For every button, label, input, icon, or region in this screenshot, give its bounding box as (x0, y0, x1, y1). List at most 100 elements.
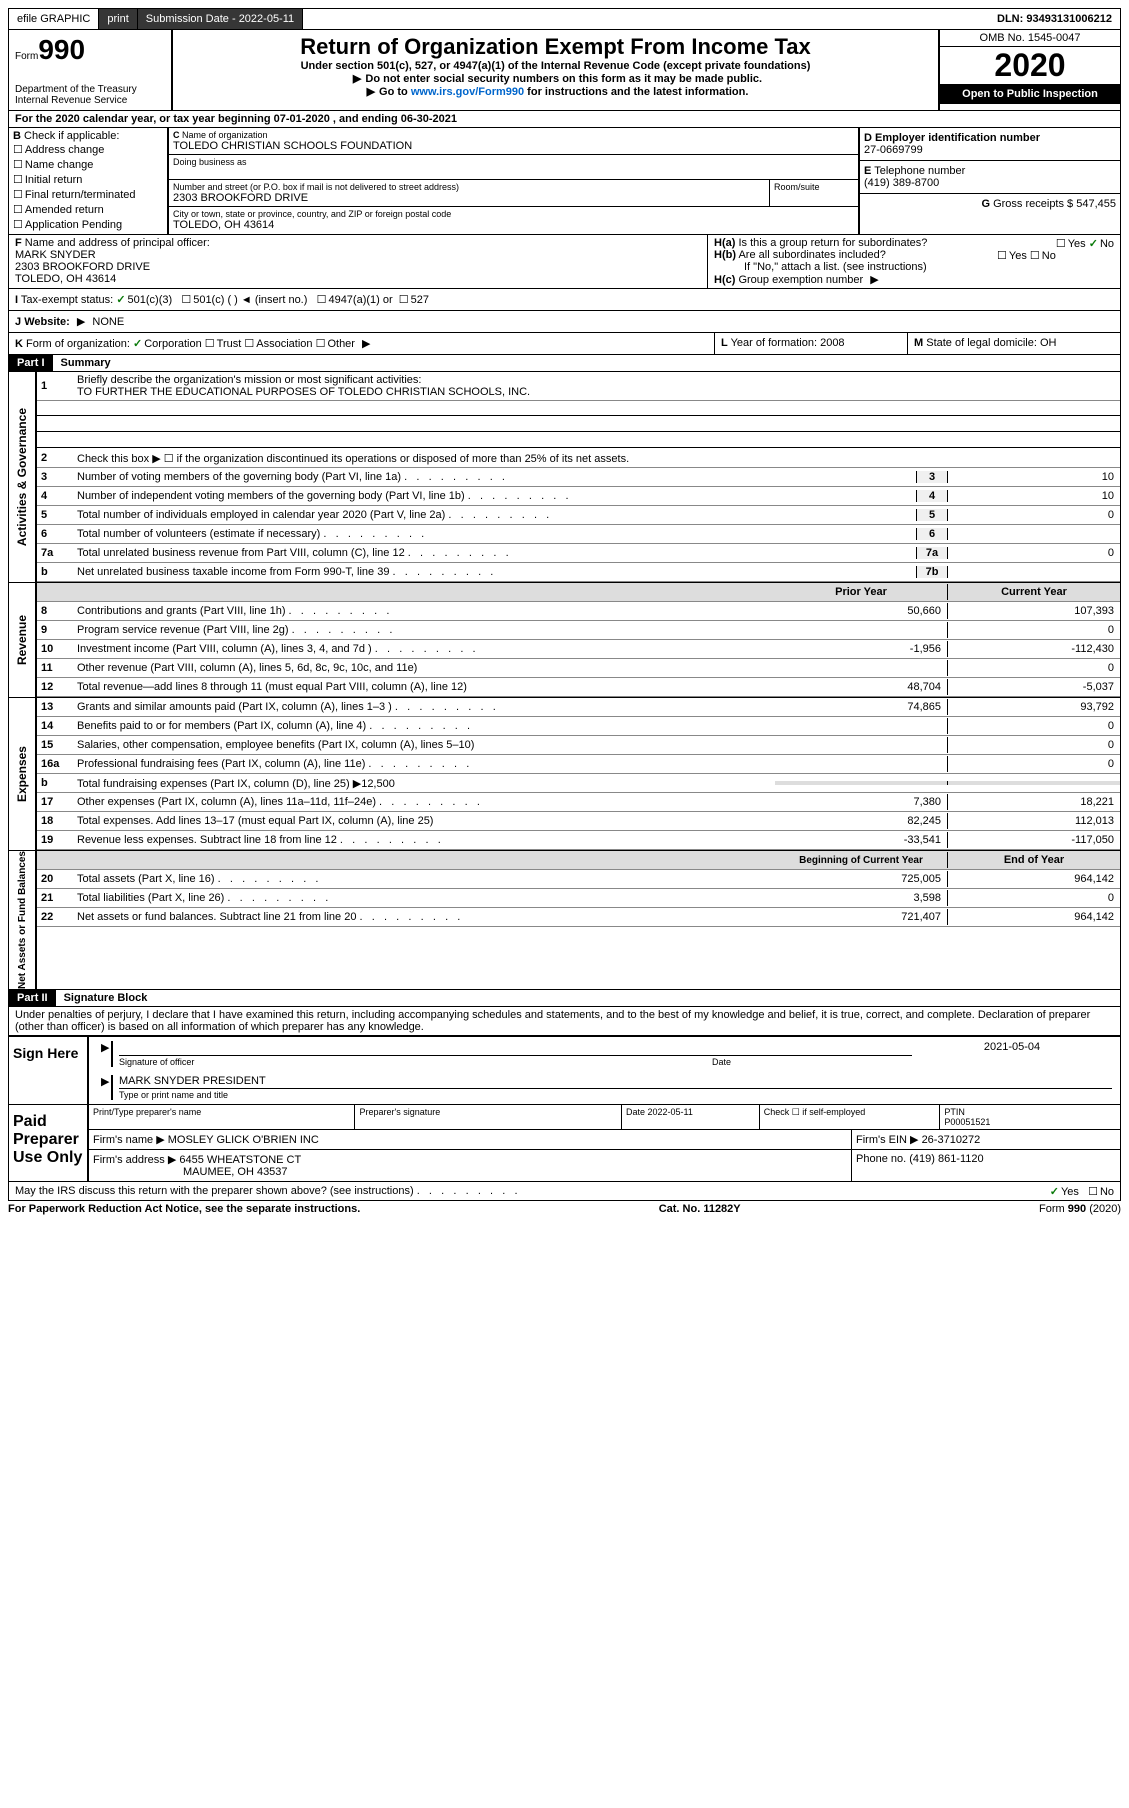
v8a: 50,660 (775, 603, 947, 619)
v20b: 964,142 (947, 871, 1120, 887)
org-address: 2303 BROOKFORD DRIVE (173, 192, 765, 204)
form-trust[interactable]: Trust (205, 338, 242, 350)
v19a: -33,541 (775, 832, 947, 848)
ha-yes[interactable]: Yes (1056, 238, 1086, 250)
form-assoc[interactable]: Association (244, 338, 312, 350)
v8b: 107,393 (947, 603, 1120, 619)
v22a: 721,407 (775, 909, 947, 925)
declaration: Under penalties of perjury, I declare th… (8, 1007, 1121, 1036)
cb-final-return[interactable]: Final return/terminated (13, 187, 163, 202)
hb-no[interactable]: No (1030, 250, 1056, 262)
form990-link[interactable]: www.irs.gov/Form990 (411, 86, 524, 98)
omb-number: OMB No. 1545-0047 (940, 30, 1120, 47)
section-b: B Check if applicable: Address change Na… (9, 128, 169, 234)
v17a: 7,380 (775, 794, 947, 810)
part1-activities: Activities & Governance 1Briefly describ… (8, 372, 1121, 583)
part1-revenue: Revenue Prior YearCurrent Year 8Contribu… (8, 583, 1121, 698)
v12a: 48,704 (775, 679, 947, 695)
v13b: 93,792 (947, 699, 1120, 715)
year-formation: 2008 (820, 337, 844, 349)
v12b: -5,037 (947, 679, 1120, 695)
ptin: P00051521 (944, 1117, 990, 1127)
firm-address: 6455 WHEATSTONE CT (179, 1154, 301, 1166)
cb-amended-return[interactable]: Amended return (13, 202, 163, 217)
v14a (775, 724, 947, 728)
cb-app-pending[interactable]: Application Pending (13, 217, 163, 232)
discuss-yes[interactable]: Yes (1050, 1186, 1079, 1198)
section-c: C Name of organization TOLEDO CHRISTIAN … (169, 128, 858, 234)
form-header: Form990 Department of the Treasury Inter… (8, 30, 1121, 111)
state-domicile: OH (1040, 337, 1057, 349)
discuss-no[interactable]: No (1088, 1186, 1114, 1198)
cb-name-change[interactable]: Name change (13, 157, 163, 172)
v19b: -117,050 (947, 832, 1120, 848)
part1-header: Part ISummary (8, 355, 1121, 372)
501c-check[interactable]: 501(c) ( ) (181, 294, 238, 306)
val-3: 10 (948, 469, 1120, 485)
sig-date: 2021-05-04 (912, 1041, 1112, 1067)
v21a: 3,598 (775, 890, 947, 906)
cb-self-employed[interactable]: Check ☐ if self-employed (760, 1105, 941, 1129)
print-button[interactable]: print (99, 9, 137, 29)
top-bar: efile GRAPHIC print Submission Date - 20… (8, 8, 1121, 30)
form-number: 990 (38, 34, 85, 65)
telephone: (419) 389-8700 (864, 177, 1116, 189)
v16aa (775, 762, 947, 766)
val-7a: 0 (948, 545, 1120, 561)
dln: DLN: 93493131006212 (989, 9, 1120, 29)
dept-treasury: Department of the Treasury (15, 84, 165, 95)
footer: For Paperwork Reduction Act Notice, see … (8, 1201, 1121, 1215)
v15a (775, 743, 947, 747)
v21b: 0 (947, 890, 1120, 906)
mission-text: TO FURTHER THE EDUCATIONAL PURPOSES OF T… (77, 386, 530, 398)
v16ab: 0 (947, 756, 1120, 772)
v22b: 964,142 (947, 909, 1120, 925)
v9b: 0 (947, 622, 1120, 638)
v9a (775, 628, 947, 632)
efile-box: efile GRAPHIC (9, 9, 99, 29)
v15b: 0 (947, 737, 1120, 753)
527-check[interactable]: 527 (399, 294, 429, 306)
side-label-revenue: Revenue (15, 615, 29, 665)
form-title: Return of Organization Exempt From Incom… (177, 34, 934, 60)
side-label-activities: Activities & Governance (15, 408, 29, 546)
v13a: 74,865 (775, 699, 947, 715)
hb-yes[interactable]: Yes (997, 250, 1027, 262)
form-other[interactable]: Other (316, 338, 355, 350)
website: NONE (92, 316, 124, 328)
v18b: 112,013 (947, 813, 1120, 829)
val-7b (948, 570, 1120, 574)
org-name: TOLEDO CHRISTIAN SCHOOLS FOUNDATION (173, 140, 854, 152)
part2-header: Part IISignature Block (8, 990, 1121, 1007)
paid-preparer-block: Paid Preparer Use Only Print/Type prepar… (8, 1105, 1121, 1182)
cb-initial-return[interactable]: Initial return (13, 172, 163, 187)
val-4: 10 (948, 488, 1120, 504)
note1: Do not enter social security numbers on … (365, 73, 762, 85)
ein: 27-0669799 (864, 144, 1116, 156)
section-j: J Website: NONE (8, 311, 1121, 333)
firm-phone: (419) 861-1120 (909, 1153, 983, 1165)
v11b: 0 (947, 660, 1120, 676)
4947-check[interactable]: 4947(a)(1) or (317, 294, 393, 306)
form-corp[interactable]: Corporation (133, 338, 202, 350)
form-subtitle: Under section 501(c), 527, or 4947(a)(1)… (177, 60, 934, 72)
v18a: 82,245 (775, 813, 947, 829)
org-city: TOLEDO, OH 43614 (173, 219, 854, 231)
ha-no[interactable]: No (1089, 238, 1114, 250)
v10b: -112,430 (947, 641, 1120, 657)
irs-label: Internal Revenue Service (15, 95, 165, 106)
firm-name: MOSLEY GLICK O'BRIEN INC (168, 1134, 319, 1146)
gross-receipts: 547,455 (1076, 198, 1116, 210)
section-a: For the 2020 calendar year, or tax year … (8, 111, 1121, 128)
form-label: Form (15, 51, 38, 62)
section-i: I Tax-exempt status: 501(c)(3) 501(c) ( … (8, 289, 1121, 311)
v17b: 18,221 (947, 794, 1120, 810)
501c3-check[interactable]: 501(c)(3) (116, 294, 172, 306)
firm-ein: 26-3710272 (922, 1134, 981, 1146)
open-public-badge: Open to Public Inspection (940, 84, 1120, 104)
officer-sig: MARK SNYDER PRESIDENT (119, 1075, 1112, 1087)
submission-date: Submission Date - 2022-05-11 (138, 9, 303, 29)
prep-date: Date 2022-05-11 (622, 1105, 760, 1129)
cb-address-change[interactable]: Address change (13, 142, 163, 157)
v20a: 725,005 (775, 871, 947, 887)
